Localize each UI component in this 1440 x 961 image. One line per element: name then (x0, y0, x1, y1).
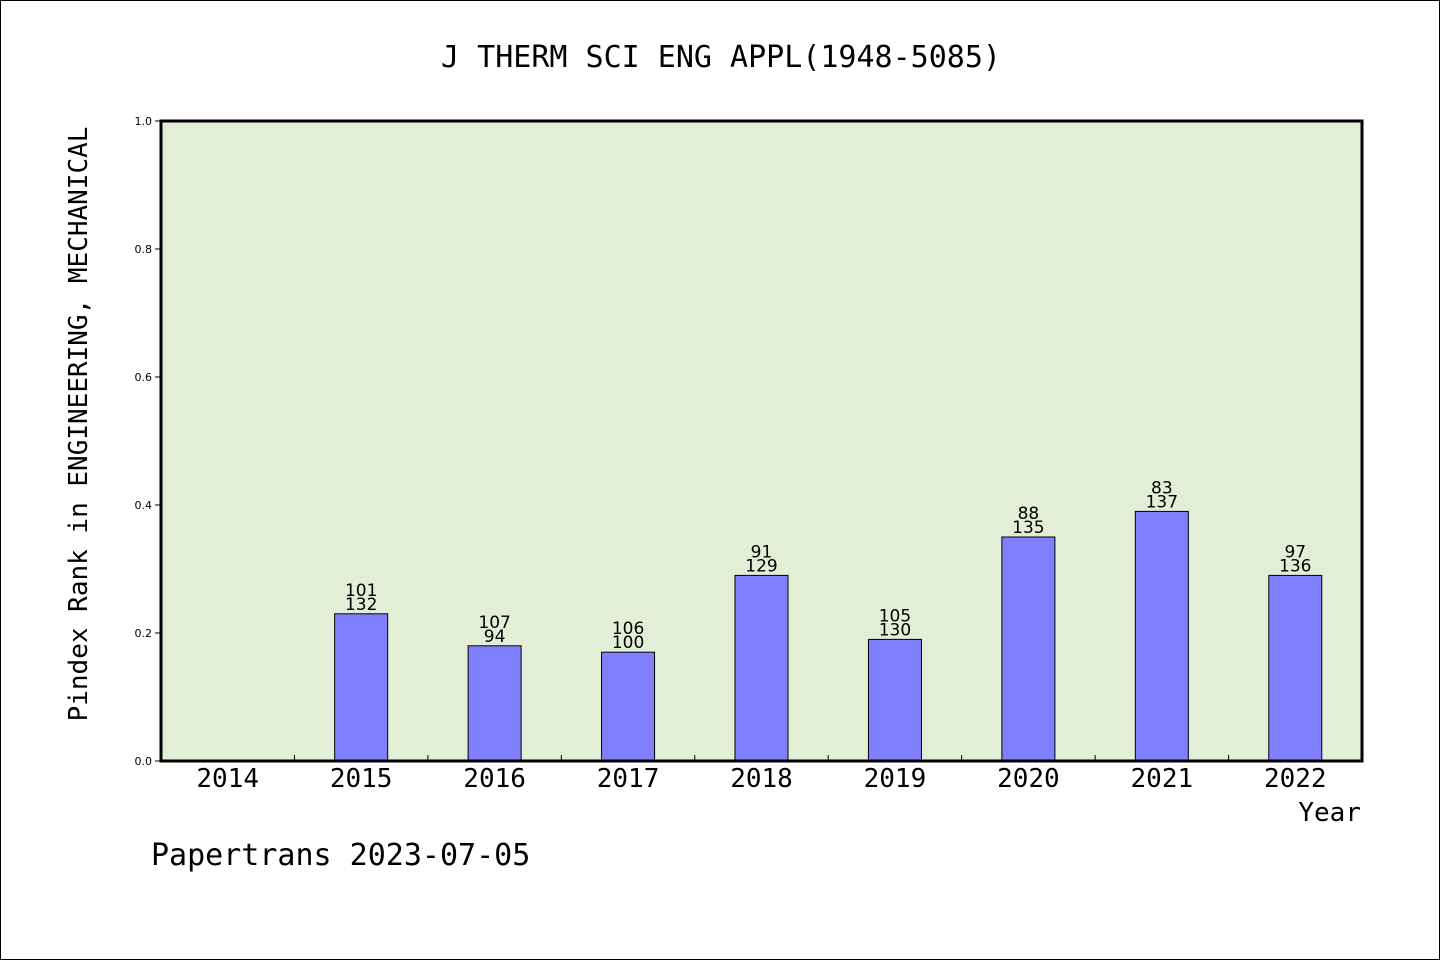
bar-2020 (1001, 536, 1056, 762)
y-tick-label: 0.0 (135, 755, 153, 768)
data-label-top: 106 (612, 619, 644, 639)
bar-2019 (867, 638, 922, 762)
x-tick-label: 2020 (997, 764, 1060, 794)
y-tick-label: 0.4 (135, 499, 153, 512)
plot-border (159, 119, 1364, 763)
x-tick-label: 2014 (196, 764, 259, 794)
x-axis-label: Year (1298, 798, 1361, 828)
x-tick-label: 2015 (330, 764, 393, 794)
y-tick-label: 0.6 (135, 371, 153, 384)
bar-2022 (1268, 574, 1323, 762)
data-label-top: 105 (879, 606, 911, 626)
data-label-bottom: 100 (612, 633, 644, 653)
y-tick-label: 0.8 (135, 243, 153, 256)
y-tick-label: 1.0 (135, 115, 153, 128)
bar-2016 (467, 645, 522, 762)
x-tick-label: 2021 (1131, 764, 1194, 794)
y-axis-label: Pindex Rank in ENGINEERING, MECHANICAL (64, 127, 94, 722)
y-axis: 0.0 0.2 0.4 0.6 0.8 1.0 (135, 115, 161, 768)
x-tick-label: 2017 (597, 764, 660, 794)
data-label-top: 107 (478, 613, 510, 633)
watermark-text: Papertrans 2023-07-05 (151, 838, 530, 873)
x-axis: 2014 2015 2016 2017 2018 2019 2020 2021 2022 (196, 755, 1327, 794)
data-label-bottom: 132 (345, 595, 377, 615)
x-tick-label: 2022 (1264, 764, 1327, 794)
y-tick-label: 0.2 (135, 627, 153, 640)
bar-2015 (334, 613, 389, 762)
data-label-top: 88 (1018, 504, 1040, 524)
data-label-bottom: 94 (484, 627, 506, 647)
data-label-bottom: 136 (1279, 556, 1311, 576)
bar-2018 (734, 574, 789, 762)
data-label-top: 101 (345, 581, 377, 601)
bar-2017 (601, 651, 656, 762)
bar-2021 (1134, 510, 1189, 762)
x-tick-label: 2016 (463, 764, 526, 794)
data-label-top: 83 (1151, 478, 1173, 498)
data-label-bottom: 137 (1146, 492, 1178, 512)
data-label-bottom: 135 (1012, 518, 1044, 538)
data-label-bottom: 129 (745, 556, 777, 576)
data-label-top: 97 (1284, 542, 1306, 562)
chart-title: J THERM SCI ENG APPL(1948-5085) (441, 40, 1001, 75)
data-label-top: 91 (751, 542, 773, 562)
x-tick-label: 2019 (864, 764, 927, 794)
data-label-bottom: 130 (879, 620, 911, 640)
x-tick-label: 2018 (730, 764, 793, 794)
bars-group (334, 510, 1323, 762)
